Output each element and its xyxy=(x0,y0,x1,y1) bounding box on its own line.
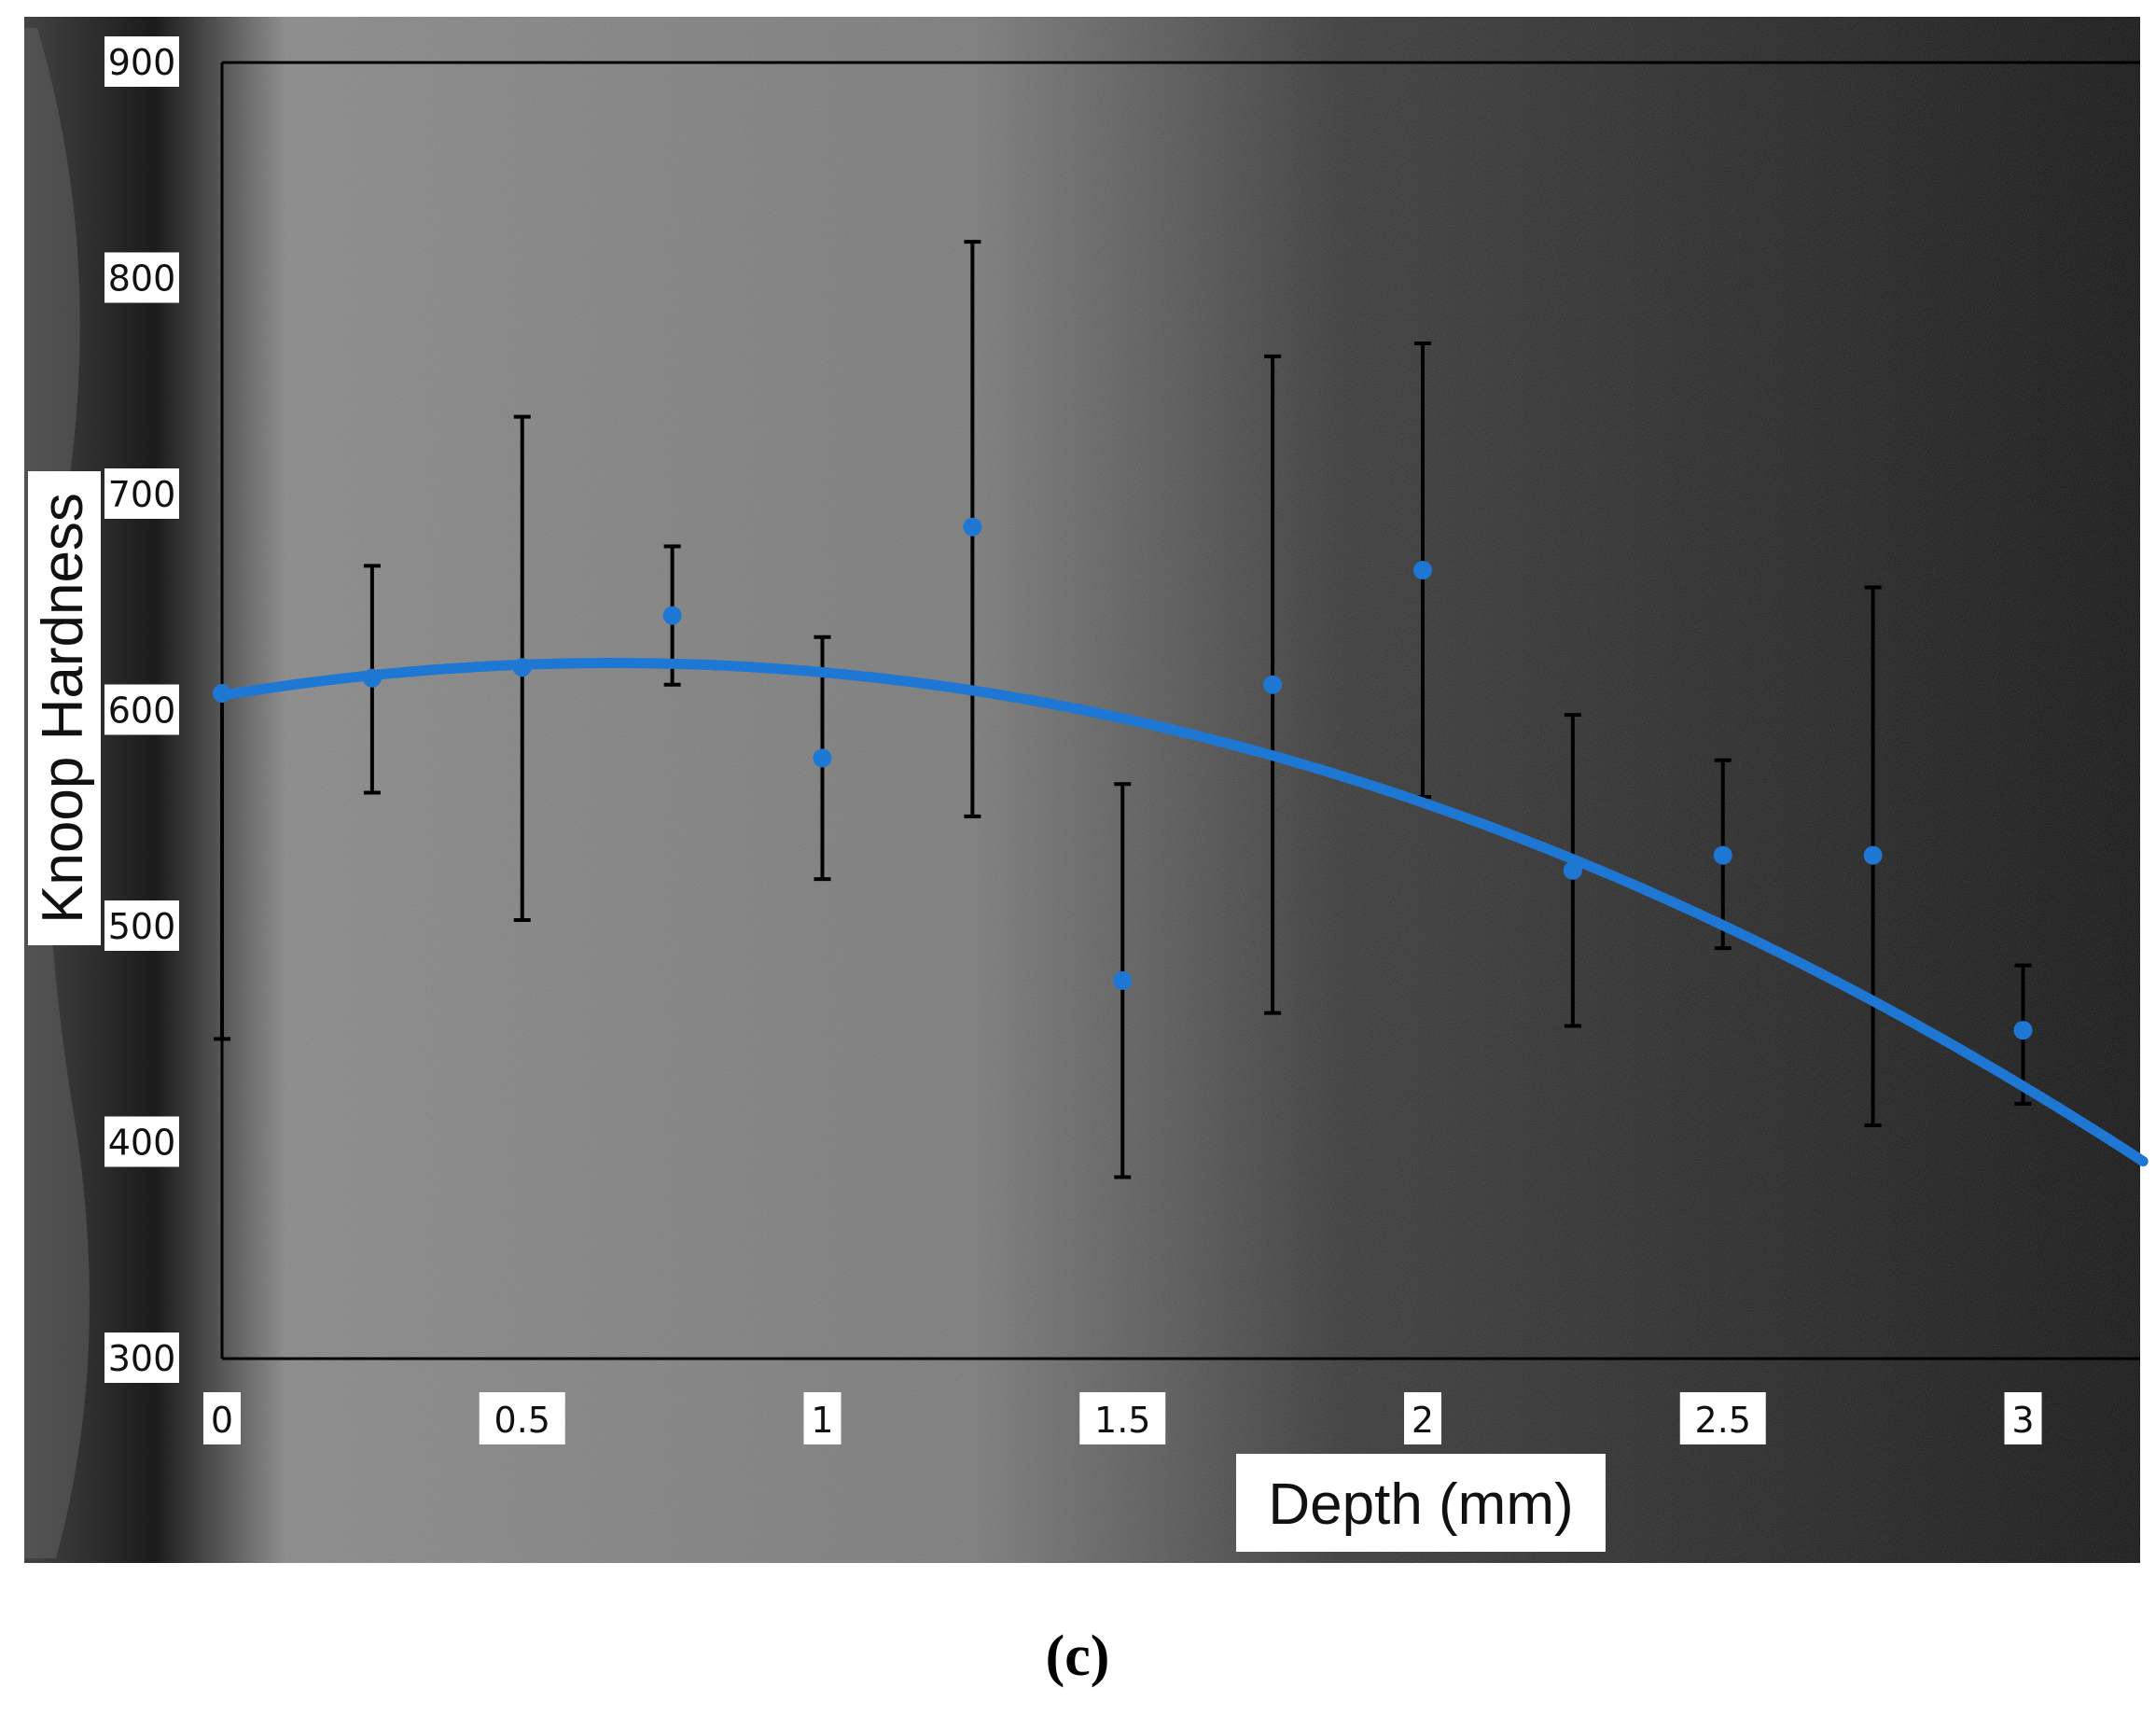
x-axis-title: Depth (mm) xyxy=(1236,1454,1606,1552)
y-axis-title: Knoop Hardness xyxy=(28,471,101,945)
data-point xyxy=(1713,845,1732,865)
data-point xyxy=(963,517,982,537)
y-axis-title-text: Knoop Hardness xyxy=(31,493,95,924)
data-points xyxy=(213,517,2033,1040)
x-tick-label: 0.5 xyxy=(494,1400,550,1441)
data-point xyxy=(1413,561,1432,580)
x-tick-label: 0 xyxy=(211,1400,233,1441)
x-axis-title-text: Depth (mm) xyxy=(1268,1472,1573,1537)
data-point xyxy=(512,658,532,677)
x-tick-label: 3 xyxy=(2011,1400,2034,1441)
x-tick-labels: 0 0.5 1 1.5 2 2.5 3 xyxy=(203,1392,2042,1444)
y-tick-labels: 300 400 500 600 700 800 900 xyxy=(104,36,179,1383)
x-tick-box xyxy=(1404,1392,1441,1444)
y-tick-label: 700 xyxy=(108,474,176,515)
y-tick-label: 600 xyxy=(108,691,176,732)
data-point xyxy=(1113,970,1133,990)
x-tick-box xyxy=(479,1392,565,1444)
data-point xyxy=(1563,860,1582,880)
x-tick-box xyxy=(2004,1392,2042,1444)
y-tick-box xyxy=(104,684,179,735)
y-tick-label: 500 xyxy=(108,906,176,947)
data-point xyxy=(1863,845,1883,865)
y-tick-box xyxy=(104,36,179,87)
y-tick-label: 800 xyxy=(108,258,176,300)
y-tick-label: 400 xyxy=(108,1123,176,1164)
trend-line xyxy=(216,658,2149,1167)
data-point xyxy=(362,668,382,688)
y-tick-box xyxy=(104,900,179,951)
y-tick-box xyxy=(104,252,179,303)
micrograph-background xyxy=(24,17,2140,1563)
x-tick-label: 1.5 xyxy=(1094,1400,1150,1441)
y-tick-label: 900 xyxy=(108,42,176,83)
x-tick-label: 1 xyxy=(811,1400,833,1441)
x-tick-box xyxy=(1079,1392,1166,1444)
x-tick-box xyxy=(1679,1392,1766,1444)
y-tick-label: 300 xyxy=(108,1338,176,1379)
panel-label: (c) xyxy=(1046,1625,1110,1688)
x-tick-box xyxy=(203,1392,241,1444)
y-tick-box xyxy=(104,1332,179,1383)
data-point xyxy=(213,683,231,703)
data-point xyxy=(662,606,682,625)
x-tick-label: 2 xyxy=(1412,1400,1434,1441)
data-point xyxy=(2013,1021,2033,1040)
x-tick-label: 2.5 xyxy=(1695,1400,1751,1441)
data-point xyxy=(1263,675,1283,694)
data-point xyxy=(813,748,832,768)
y-tick-box xyxy=(104,1116,179,1167)
y-tick-box xyxy=(104,468,179,519)
x-tick-box xyxy=(803,1392,842,1444)
